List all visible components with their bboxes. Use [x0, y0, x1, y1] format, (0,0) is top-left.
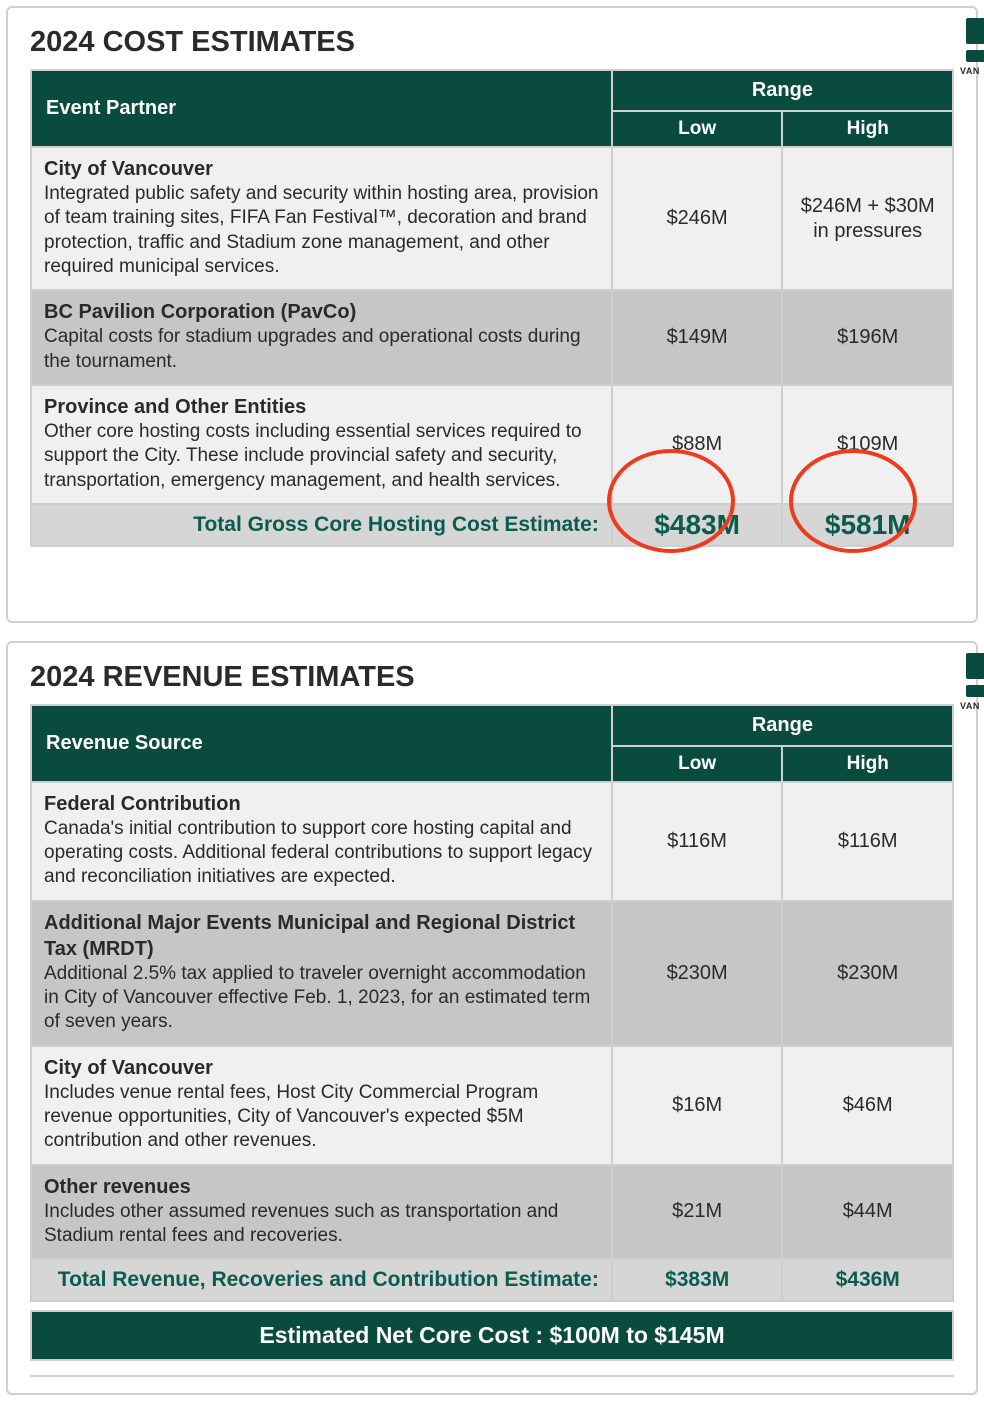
col-event-partner: Event Partner	[31, 70, 612, 147]
row-high: $46M	[782, 1046, 953, 1165]
row-desc: Canada's initial contribution to support…	[44, 817, 599, 890]
row-low: $230M	[612, 901, 783, 1046]
logo-icon	[966, 50, 984, 62]
cost-section-title: 2024 COST ESTIMATES	[30, 26, 954, 59]
row-name: City of Vancouver	[44, 1055, 599, 1081]
row-desc: Includes other assumed revenues such as …	[44, 1200, 599, 1249]
cost-estimates-panel: VAN 2024 COST ESTIMATES Event Partner Ra…	[6, 6, 978, 623]
row-name: Province and Other Entities	[44, 394, 599, 420]
revenue-estimates-panel: VAN 2024 REVENUE ESTIMATES Revenue Sourc…	[6, 641, 978, 1395]
revenue-table: Revenue Source Range Low High Federal Co…	[30, 704, 954, 1302]
table-row: Federal Contribution Canada's initial co…	[31, 782, 953, 901]
table-row: Province and Other Entities Other core h…	[31, 385, 953, 504]
cost-table: Event Partner Range Low High City of Van…	[30, 69, 954, 547]
row-high: $109M	[782, 385, 953, 504]
table-row: City of Vancouver Includes venue rental …	[31, 1046, 953, 1165]
row-high: $196M	[782, 290, 953, 385]
table-row: BC Pavilion Corporation (PavCo) Capital …	[31, 290, 953, 385]
col-revenue-source: Revenue Source	[31, 705, 612, 782]
logo-icon	[966, 18, 984, 44]
total-label: Total Revenue, Recoveries and Contributi…	[31, 1259, 612, 1301]
row-desc: Additional 2.5% tax applied to traveler …	[44, 962, 599, 1035]
row-name: Federal Contribution	[44, 791, 599, 817]
col-range: Range	[612, 70, 953, 111]
total-high: $581M	[782, 504, 953, 546]
total-low: $383M	[612, 1259, 783, 1301]
revenue-section-title: 2024 REVENUE ESTIMATES	[30, 661, 954, 694]
divider	[30, 1375, 954, 1377]
row-name: City of Vancouver	[44, 156, 599, 182]
row-name: Additional Major Events Municipal and Re…	[44, 910, 599, 962]
row-name: Other revenues	[44, 1174, 599, 1200]
col-high: High	[782, 111, 953, 147]
total-row: Total Revenue, Recoveries and Contributi…	[31, 1259, 953, 1301]
row-low: $88M	[612, 385, 783, 504]
total-row: Total Gross Core Hosting Cost Estimate: …	[31, 504, 953, 546]
col-range: Range	[612, 705, 953, 746]
col-low: Low	[612, 111, 783, 147]
row-high: $116M	[782, 782, 953, 901]
col-high: High	[782, 746, 953, 782]
row-desc: Capital costs for stadium upgrades and o…	[44, 325, 599, 374]
row-desc: Other core hosting costs including essen…	[44, 420, 599, 493]
logo-stub: VAN	[958, 651, 984, 713]
logo-icon	[966, 685, 984, 697]
total-low-value: $483M	[654, 509, 740, 540]
table-row: Additional Major Events Municipal and Re…	[31, 901, 953, 1046]
row-low: $149M	[612, 290, 783, 385]
net-cost-bar: Estimated Net Core Cost : $100M to $145M	[30, 1310, 954, 1361]
table-row: City of Vancouver Integrated public safe…	[31, 147, 953, 290]
row-desc: Integrated public safety and security wi…	[44, 182, 599, 279]
row-low: $21M	[612, 1165, 783, 1260]
logo-stub: VAN	[958, 16, 984, 78]
row-desc: Includes venue rental fees, Host City Co…	[44, 1081, 599, 1154]
table-row: Other revenues Includes other assumed re…	[31, 1165, 953, 1260]
row-high: $44M	[782, 1165, 953, 1260]
total-low: $483M	[612, 504, 783, 546]
row-high: $230M	[782, 901, 953, 1046]
row-low: $246M	[612, 147, 783, 290]
total-high: $436M	[782, 1259, 953, 1301]
col-low: Low	[612, 746, 783, 782]
row-low: $116M	[612, 782, 783, 901]
logo-caption: VAN	[960, 66, 980, 76]
logo-icon	[966, 653, 984, 679]
row-high: $246M + $30M in pressures	[782, 147, 953, 290]
row-low: $16M	[612, 1046, 783, 1165]
row-name: BC Pavilion Corporation (PavCo)	[44, 299, 599, 325]
total-label: Total Gross Core Hosting Cost Estimate:	[31, 504, 612, 546]
total-high-value: $581M	[825, 509, 911, 540]
logo-caption: VAN	[960, 701, 980, 711]
